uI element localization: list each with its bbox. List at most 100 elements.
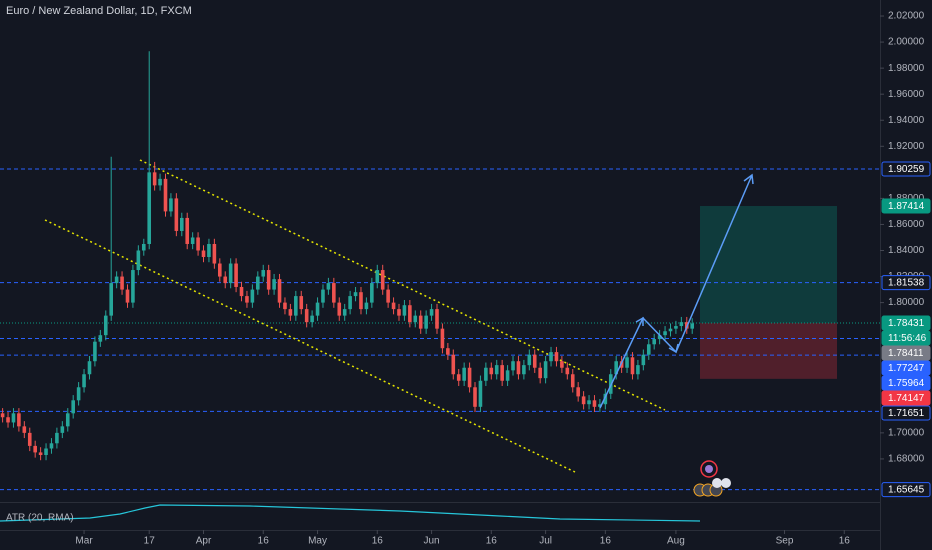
candle-body <box>332 283 336 303</box>
candle-body <box>141 243 146 251</box>
arrow-head <box>635 316 644 326</box>
candle-body <box>218 263 222 277</box>
y-tick-label: 2.00000 <box>888 37 925 48</box>
y-tick-label: 1.70000 <box>888 428 925 439</box>
candle-body <box>391 302 396 310</box>
candle-body <box>456 374 461 381</box>
candle-body <box>174 198 179 231</box>
candle-body <box>554 352 559 362</box>
candle-body <box>668 328 673 332</box>
candle-body <box>592 400 597 407</box>
candle-body <box>60 426 65 433</box>
chart-title: Euro / New Zealand Dollar, 1D, FXCM <box>6 5 192 17</box>
atr-line <box>0 504 701 522</box>
price-tag <box>881 345 931 361</box>
price-tag <box>881 161 931 177</box>
arrow-head <box>743 173 754 185</box>
candle-body <box>256 276 260 290</box>
candle-body <box>527 354 532 366</box>
candle-body <box>543 361 548 379</box>
candle-body <box>125 289 130 303</box>
candle-body <box>598 404 602 407</box>
candle-body <box>158 178 162 186</box>
candle-body <box>397 309 401 316</box>
candle-body <box>342 309 347 316</box>
candle-body <box>82 374 86 388</box>
candle-body <box>22 426 27 433</box>
candle-body <box>71 400 75 414</box>
candle-body <box>473 387 477 407</box>
candle-body <box>38 452 43 456</box>
candle-body <box>549 352 553 362</box>
candle-body <box>250 289 255 303</box>
candle-body <box>310 315 314 323</box>
candle-body <box>522 365 526 375</box>
candle-body <box>261 270 266 277</box>
candle-body <box>212 243 217 264</box>
price-tag-label: 1.65645 <box>888 485 925 496</box>
candle-body <box>288 309 293 316</box>
candle-body <box>446 348 450 355</box>
candle-body <box>196 237 200 251</box>
candle-body <box>614 361 618 375</box>
projection-arrow <box>599 174 753 409</box>
candle-body <box>348 296 352 310</box>
zones <box>700 206 837 379</box>
x-tick-label: Sep <box>776 536 794 547</box>
x-tick-label: 16 <box>600 536 612 547</box>
candle-body <box>679 322 684 327</box>
candle-body <box>76 387 81 401</box>
candle-body <box>11 413 16 423</box>
price-tag <box>881 360 931 376</box>
candle-body <box>169 198 173 212</box>
candle-body <box>581 396 586 405</box>
candle-body <box>87 361 92 375</box>
candle-body <box>641 354 646 366</box>
candle-body <box>489 367 494 375</box>
candle-body <box>413 315 418 323</box>
candle-body <box>386 289 390 303</box>
candle-body <box>646 344 651 355</box>
candle-body <box>185 217 190 244</box>
x-tick-label: Aug <box>667 536 685 547</box>
price-tag <box>881 390 931 406</box>
candle-body <box>657 335 662 340</box>
price-tag-label: 1.75964 <box>888 378 925 389</box>
x-tick-label: Mar <box>75 536 93 547</box>
x-tick-label: 17 <box>144 536 156 547</box>
candle-body <box>570 374 575 388</box>
event-icons <box>693 460 731 497</box>
candle-body <box>326 283 331 290</box>
price-tags: 1.90259 1.87414 1.81538 1.78431 11:56:46 1.78… <box>881 161 931 498</box>
candle-body <box>147 172 152 244</box>
candle-body <box>478 380 483 407</box>
y-tick-label: 1.68000 <box>888 454 925 465</box>
price-tag-label: 1.77247 <box>888 363 925 374</box>
candle-body <box>321 289 325 303</box>
candle-body <box>93 341 97 362</box>
price-tag <box>881 315 931 331</box>
price-tag-label: 1.78431 <box>888 318 925 329</box>
profit-zone <box>700 206 837 324</box>
candle-body <box>418 315 423 329</box>
candle-body <box>114 276 119 284</box>
candle-body <box>299 296 304 310</box>
x-tick-label: 16 <box>839 536 851 547</box>
candle-body <box>234 263 238 287</box>
candle-body <box>315 302 320 316</box>
candle-body <box>152 172 157 186</box>
y-tick-label: 1.80000 <box>888 297 925 308</box>
candle-body <box>33 445 37 453</box>
candle-body <box>440 328 445 349</box>
y-tick-label: 1.92000 <box>888 141 925 152</box>
x-tick-label: 16 <box>258 536 270 547</box>
candle-body <box>560 361 564 368</box>
candle-body <box>283 302 287 310</box>
candle-body <box>17 413 21 427</box>
price-tag-label: 1.87414 <box>888 201 925 212</box>
y-tick-label: 1.94000 <box>888 115 925 126</box>
candle-body <box>49 443 54 449</box>
candle-body <box>266 270 271 290</box>
price-tag-label: 1.90259 <box>888 164 925 175</box>
